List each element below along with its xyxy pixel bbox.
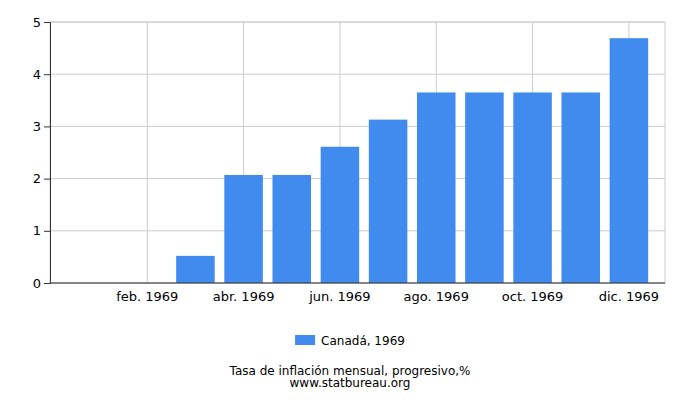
bar — [465, 92, 504, 283]
bar — [176, 256, 215, 283]
tick: oct. 1969 — [502, 283, 564, 304]
tick: 0 — [33, 276, 50, 291]
tick-mark — [44, 74, 50, 75]
tick: 3 — [33, 119, 50, 134]
grid-line — [50, 283, 665, 284]
chart: 0 1 2 3 4 5 feb. 1969 abr. 1969 jun. 1969 ago. 19… — [0, 0, 700, 400]
legend: Canadá, 1969 — [295, 334, 405, 348]
bar — [513, 92, 552, 283]
tick-label: 3 — [33, 119, 41, 134]
tick-mark — [44, 22, 50, 23]
bar — [321, 147, 360, 283]
tick-mark — [44, 126, 50, 127]
tick-label: 2 — [33, 171, 41, 186]
tick-label: jun. 1969 — [308, 289, 370, 304]
bar — [224, 175, 263, 283]
tick: dic. 1969 — [599, 283, 659, 304]
tick-mark — [44, 231, 50, 232]
plot-frame — [50, 22, 665, 283]
bar — [272, 175, 311, 283]
bar — [610, 38, 649, 283]
tick: feb. 1969 — [116, 283, 178, 304]
axis-line — [44, 23, 51, 284]
x-grid — [147, 22, 629, 283]
tick-label: abr. 1969 — [213, 289, 275, 304]
y-axis: 0 1 2 3 4 5 — [33, 15, 51, 291]
bar — [369, 120, 408, 283]
grid-line — [147, 22, 148, 283]
tick: ago. 1969 — [404, 283, 469, 304]
axis-line — [50, 283, 665, 284]
bar — [561, 92, 600, 283]
tick-label: dic. 1969 — [599, 289, 659, 304]
tick-label: ago. 1969 — [404, 289, 469, 304]
legend-label: Canadá, 1969 — [321, 334, 405, 348]
tick: 1 — [33, 223, 50, 238]
tick-label: 4 — [33, 67, 41, 82]
tick: 5 — [33, 15, 50, 30]
tick: abr. 1969 — [213, 283, 275, 304]
tick-label: oct. 1969 — [502, 289, 564, 304]
tick-mark — [44, 283, 50, 284]
tick-label: 1 — [33, 223, 41, 238]
tick: 4 — [33, 67, 50, 82]
tick-label: 0 — [33, 276, 41, 291]
tick: jun. 1969 — [308, 283, 370, 304]
x-axis: feb. 1969 abr. 1969 jun. 1969 ago. 1969 oct.… — [50, 283, 665, 304]
bars — [176, 38, 648, 283]
grid-line — [50, 74, 665, 75]
tick-label: 5 — [33, 15, 41, 30]
legend-swatch — [295, 335, 315, 345]
y-grid — [50, 22, 665, 283]
tick-label: feb. 1969 — [116, 289, 178, 304]
bar — [417, 92, 456, 283]
subtitle: www.statbureau.org — [290, 376, 411, 390]
tick: 2 — [33, 171, 50, 186]
tick-mark — [44, 179, 50, 180]
